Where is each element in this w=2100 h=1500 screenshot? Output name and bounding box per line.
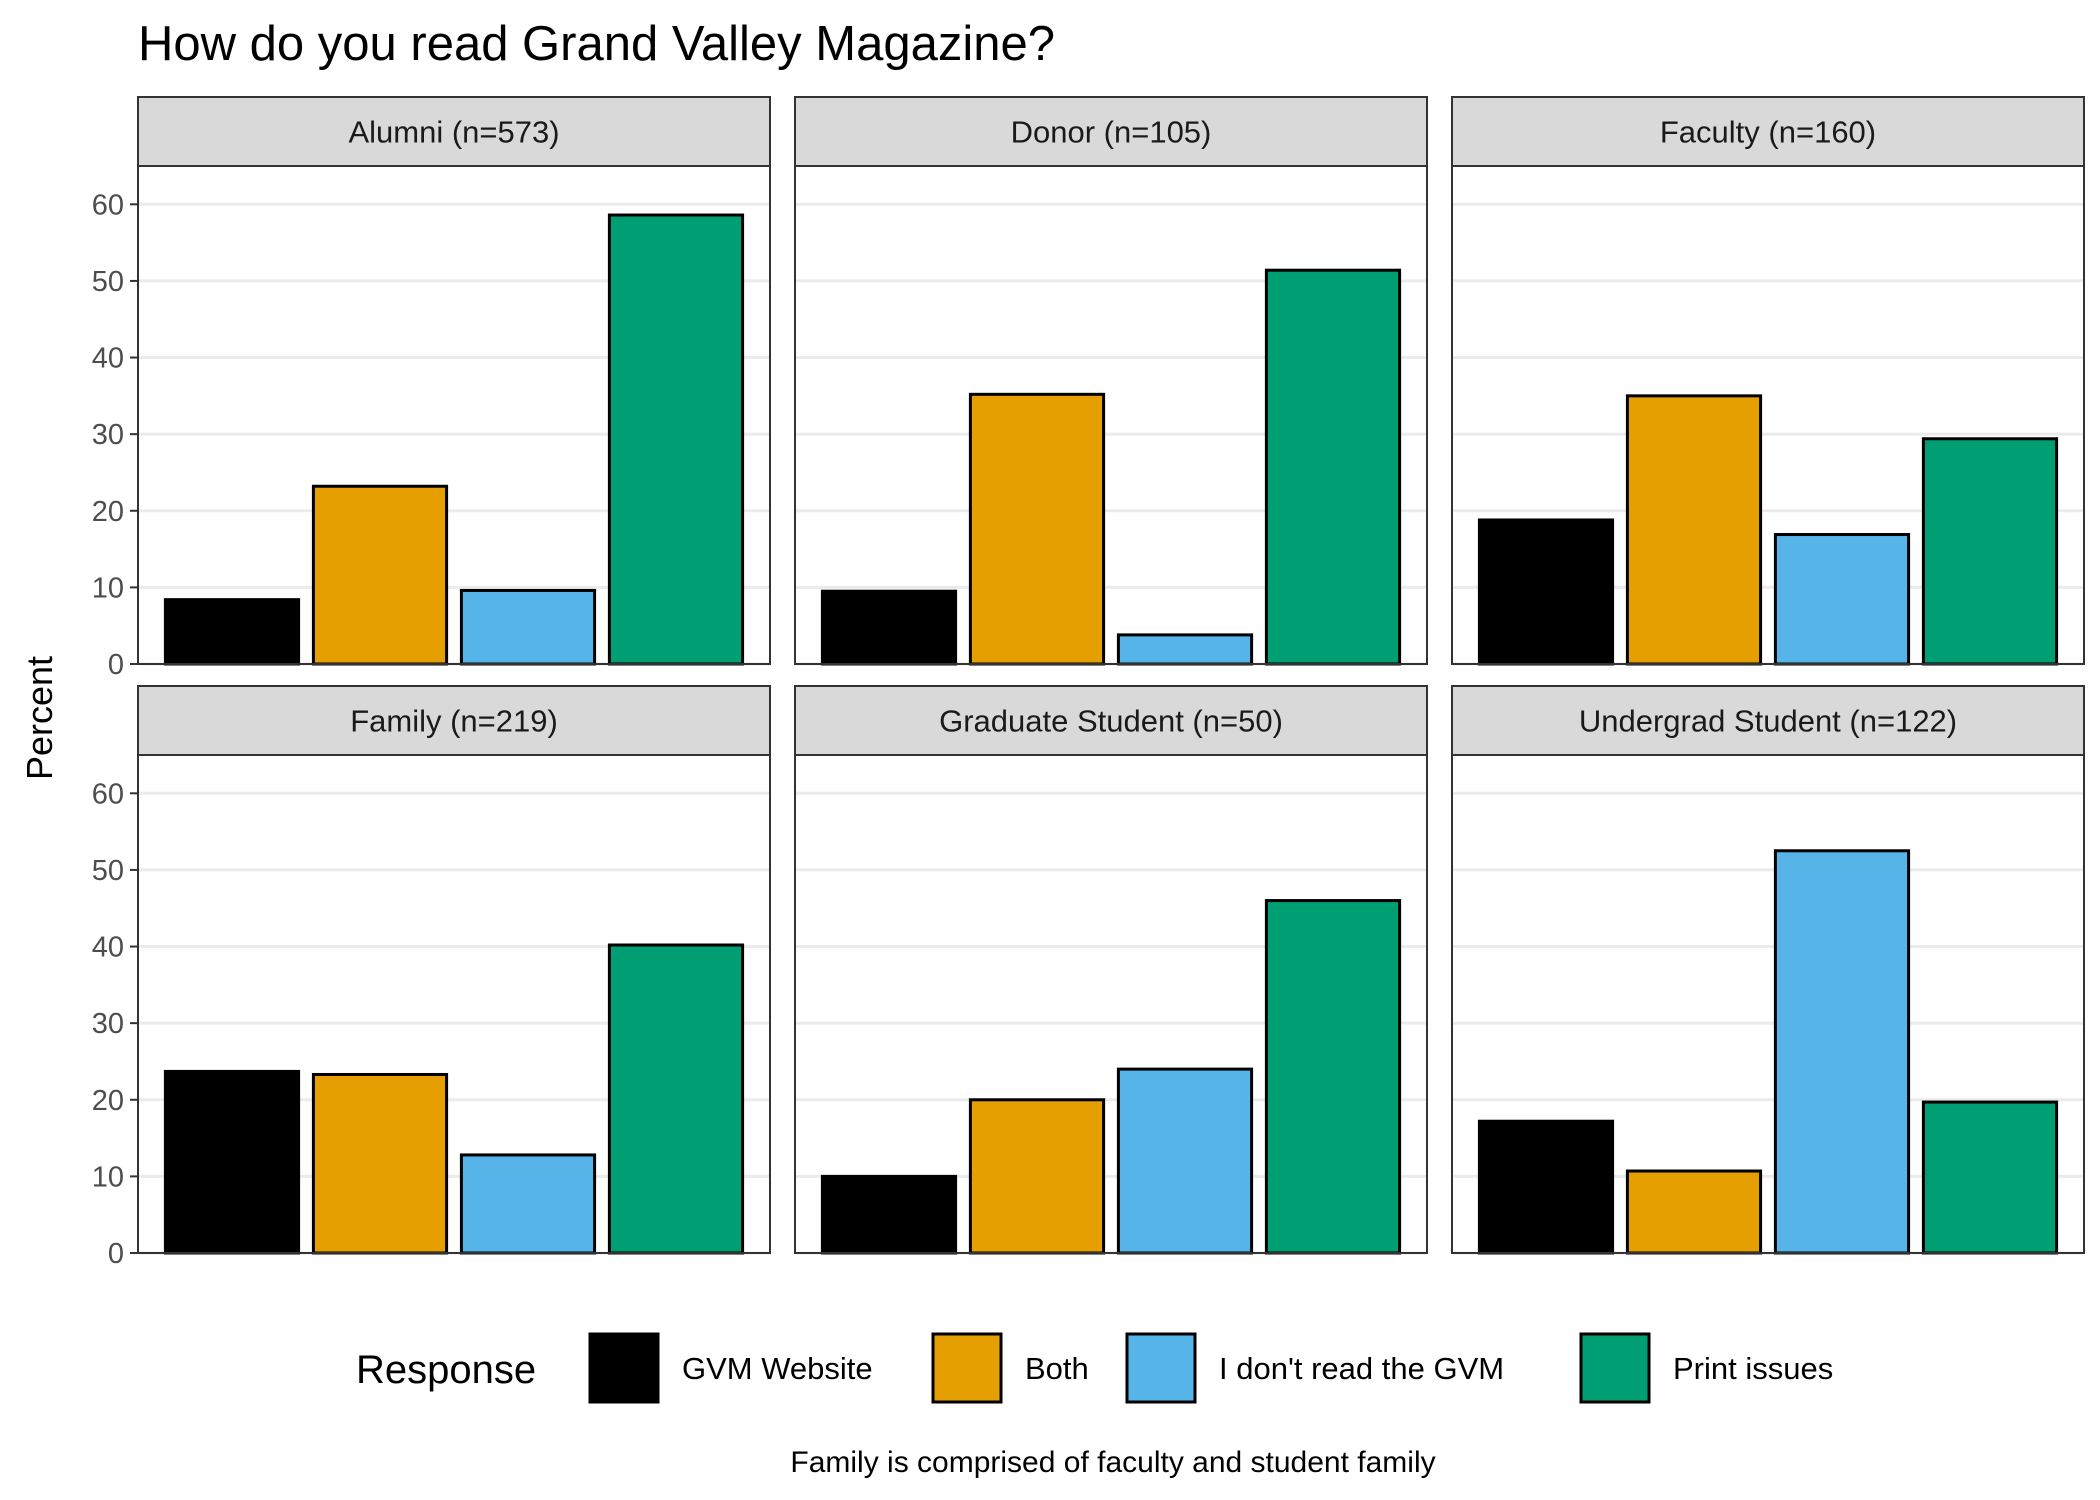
bar-alumni-print-issues: [607, 213, 745, 666]
panel-faculty: Faculty (n=160): [1451, 96, 2085, 666]
legend-item-i-don-t-read-the-gvm: I don't read the GVM: [1125, 1332, 1504, 1404]
legend-key: [1579, 1332, 1651, 1404]
panel-strip-label: Faculty (n=160): [1660, 115, 1876, 150]
caption: Family is comprised of faculty and stude…: [790, 1446, 1435, 1479]
panel-donor: Donor (n=105): [794, 96, 1428, 666]
legend-item-print-issues: Print issues: [1579, 1332, 1833, 1404]
panel-border: [137, 754, 771, 1254]
y-tick-label: 10: [92, 1161, 124, 1193]
panel-strip-label: Family (n=219): [350, 704, 558, 739]
bar-faculty-gvm-website: [1477, 518, 1615, 666]
y-axis-label: Percent: [19, 656, 60, 780]
bar-donor-gvm-website: [820, 589, 958, 666]
bar-family-print-issues: [607, 943, 745, 1255]
legend-item-both: Both: [931, 1332, 1089, 1404]
legend-label: Print issues: [1673, 1351, 1833, 1386]
y-tick-label: 0: [108, 649, 124, 681]
panel-strip: [794, 685, 1428, 756]
bar-undergrad-student-gvm-website: [1477, 1119, 1615, 1255]
legend-key: [931, 1332, 1003, 1404]
legend: Response GVM Website Both I don't read the…: [356, 1332, 1833, 1404]
bar-donor-both: [968, 392, 1106, 666]
bar-faculty-both: [1625, 394, 1763, 666]
panel-border: [794, 754, 1428, 1254]
chart-title: How do you read Grand Valley Magazine?: [138, 17, 1055, 71]
y-tick-label: 40: [92, 932, 124, 964]
bar-graduate-student-gvm-website: [820, 1174, 958, 1255]
panel-strip: [137, 685, 771, 756]
legend-label: GVM Website: [682, 1351, 873, 1386]
bar-graduate-student-i-don-t-read-the-gvm: [1116, 1067, 1254, 1255]
panel-alumni: Alumni (n=573) 0 10 20 30 40 50 60: [92, 96, 771, 681]
y-tick-label: 40: [92, 343, 124, 375]
y-tick-label: 30: [92, 1008, 124, 1040]
bar-undergrad-student-print-issues: [1921, 1100, 2059, 1255]
y-tick-label: 60: [92, 778, 124, 810]
y-tick-label: 60: [92, 189, 124, 221]
panel-border: [137, 165, 771, 665]
y-tick-label: 0: [108, 1238, 124, 1270]
bar-family-both: [311, 1072, 449, 1255]
panel-border: [794, 165, 1428, 665]
bar-undergrad-student-i-don-t-read-the-gvm: [1773, 849, 1911, 1255]
bar-family-i-don-t-read-the-gvm: [459, 1153, 597, 1255]
panel-strip: [1451, 685, 2085, 756]
bar-donor-print-issues: [1264, 268, 1402, 666]
bar-donor-i-don-t-read-the-gvm: [1116, 633, 1254, 666]
y-tick-label: 50: [92, 266, 124, 298]
y-tick-label: 20: [92, 1085, 124, 1117]
bar-alumni-gvm-website: [163, 598, 301, 666]
bar-faculty-i-don-t-read-the-gvm: [1773, 533, 1911, 666]
panel-border: [1451, 165, 2085, 665]
legend-key: [1125, 1332, 1197, 1404]
panel-strip-label: Graduate Student (n=50): [939, 704, 1283, 739]
y-tick-label: 20: [92, 496, 124, 528]
panel-strip-label: Alumni (n=573): [348, 115, 559, 150]
panel-strip-label: Donor (n=105): [1011, 115, 1212, 150]
panels: Alumni (n=573) 0 10 20 30 40 50 60 Donor (n=105)…: [92, 96, 2085, 1270]
panel-border: [1451, 754, 2085, 1254]
y-tick-label: 10: [92, 572, 124, 604]
panel-graduate-student: Graduate Student (n=50): [794, 685, 1428, 1255]
y-tick-label: 50: [92, 855, 124, 887]
bar-faculty-print-issues: [1921, 437, 2059, 666]
panel-strip-label: Undergrad Student (n=122): [1579, 704, 1957, 739]
bar-graduate-student-both: [968, 1098, 1106, 1255]
bar-undergrad-student-both: [1625, 1169, 1763, 1255]
panel-strip: [137, 96, 771, 167]
bar-graduate-student-print-issues: [1264, 899, 1402, 1255]
panel-undergrad-student: Undergrad Student (n=122): [1451, 685, 2085, 1255]
legend-item-gvm-website: GVM Website: [588, 1332, 873, 1404]
panel-strip: [794, 96, 1428, 167]
legend-title: Response: [356, 1348, 536, 1392]
bar-alumni-i-don-t-read-the-gvm: [459, 588, 597, 666]
panel-family: Family (n=219) 0 10 20 30 40 50 60: [92, 685, 771, 1270]
legend-label: Both: [1025, 1351, 1089, 1386]
y-tick-label: 30: [92, 419, 124, 451]
legend-label: I don't read the GVM: [1219, 1351, 1504, 1386]
bar-family-gvm-website: [163, 1069, 301, 1255]
bar-alumni-both: [311, 484, 449, 666]
legend-key: [588, 1332, 660, 1404]
